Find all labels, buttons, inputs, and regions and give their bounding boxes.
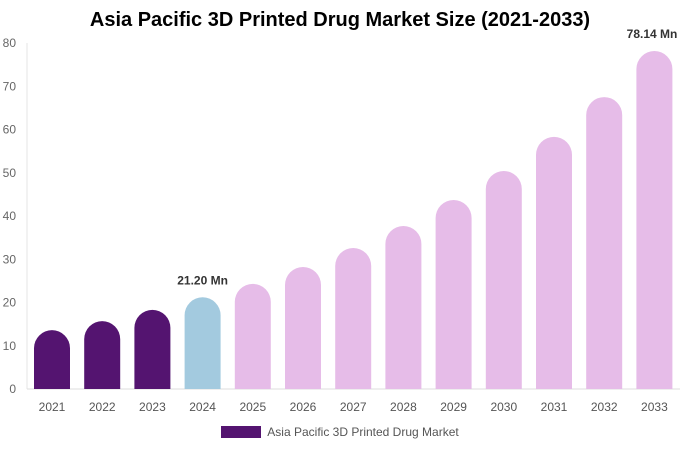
- y-tick-label: 30: [3, 252, 17, 266]
- y-tick-label: 20: [3, 296, 17, 310]
- bar-2033: [636, 51, 673, 390]
- x-tick-label: 2021: [39, 400, 66, 414]
- bar-2032: [586, 97, 623, 389]
- bar-2028: [385, 225, 422, 389]
- y-tick-label: 10: [3, 339, 17, 353]
- bar-2026: [285, 267, 321, 389]
- chart-title: Asia Pacific 3D Printed Drug Market Size…: [89, 9, 591, 31]
- x-tick-label: 2031: [541, 400, 568, 414]
- bar-2022: [84, 321, 121, 389]
- y-tick-label: 40: [3, 209, 17, 223]
- bar-2021: [34, 330, 70, 389]
- bar-2027: [335, 248, 372, 389]
- x-tick-label: 2027: [340, 400, 367, 414]
- x-tick-label: 2029: [440, 400, 467, 414]
- x-tick-label: 2030: [490, 400, 517, 414]
- y-tick-label: 0: [9, 382, 16, 396]
- x-tick-label: 2033: [641, 400, 668, 414]
- data-label: 21.20 Mn: [177, 273, 228, 287]
- bar-2029: [435, 199, 472, 389]
- bar-2030: [485, 171, 522, 389]
- x-tick-label: 2026: [290, 400, 317, 414]
- bar-2025: [234, 283, 271, 389]
- x-tick-label: 2023: [139, 400, 166, 414]
- y-tick-label: 50: [3, 166, 17, 180]
- y-tick-label: 60: [3, 123, 17, 137]
- legend: Asia Pacific 3D Printed Drug Market: [0, 425, 680, 439]
- y-tick-label: 80: [3, 36, 17, 50]
- legend-swatch: [221, 426, 262, 438]
- y-tick-label: 70: [3, 79, 17, 93]
- legend-label: Asia Pacific 3D Printed Drug Market: [267, 425, 459, 439]
- x-tick-label: 2024: [189, 400, 216, 414]
- x-tick-label: 2025: [239, 400, 266, 414]
- bar-2024: [184, 297, 221, 389]
- data-label: 78.14 Mn: [627, 27, 678, 41]
- x-tick-label: 2032: [591, 400, 618, 414]
- x-tick-label: 2022: [89, 400, 116, 414]
- bar-2023: [134, 309, 171, 389]
- x-tick-label: 2028: [390, 400, 417, 414]
- bar-2031: [536, 136, 572, 389]
